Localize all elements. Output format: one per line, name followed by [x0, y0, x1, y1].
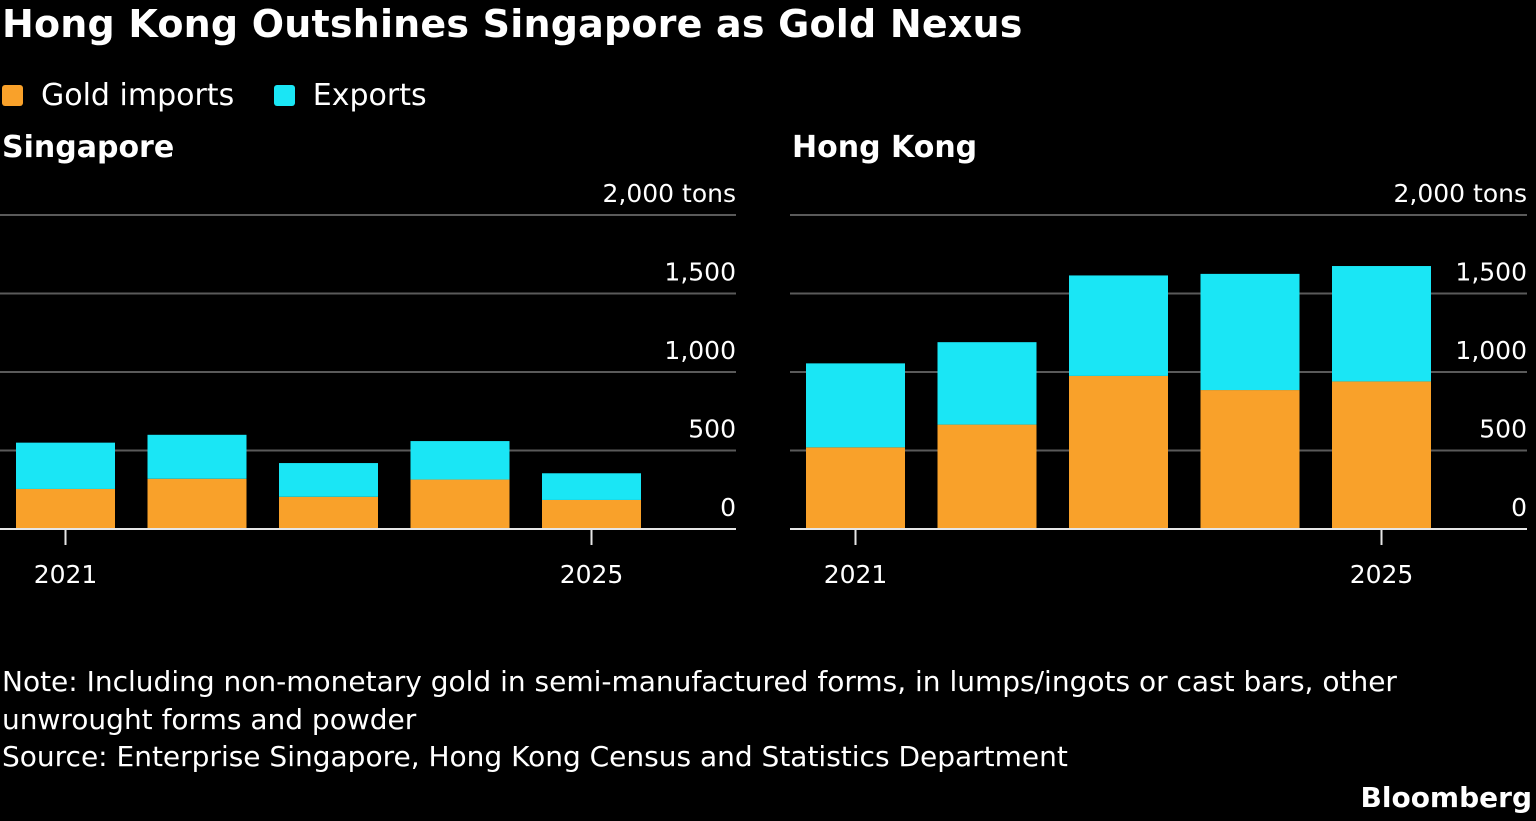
- x-tick-label: 2025: [1350, 560, 1414, 589]
- bar-gold-imports: [147, 478, 247, 529]
- bar-exports: [279, 463, 378, 497]
- bar-exports: [806, 363, 905, 448]
- y-tick-label: 1,500: [664, 258, 736, 287]
- y-tick-label: 0: [720, 493, 736, 522]
- y-tick-label: 1,000: [664, 336, 736, 365]
- legend-item-gold-imports: Gold imports: [2, 78, 234, 113]
- legend-swatch-gold-imports: [2, 85, 23, 106]
- bar-exports: [16, 442, 115, 489]
- chart-source: Source: Enterprise Singapore, Hong Kong …: [2, 740, 1068, 773]
- legend-swatch-exports: [273, 85, 295, 106]
- bloomberg-logo: Bloomberg: [1360, 781, 1532, 814]
- legend-item-exports: Exports: [273, 78, 427, 113]
- x-tick-label: 2021: [34, 560, 98, 589]
- y-tick-label: 1,000: [1455, 336, 1527, 365]
- bar-gold-imports: [16, 488, 115, 529]
- panel-title-hong-kong: Hong Kong: [792, 130, 978, 165]
- y-tick-label: 500: [1479, 415, 1527, 444]
- bar-gold-imports: [410, 479, 510, 529]
- x-tick-label: 2021: [824, 560, 888, 589]
- chart-note: Note: Including non-monetary gold in sem…: [2, 665, 1397, 736]
- bar-gold-imports: [542, 499, 641, 529]
- bar-exports: [410, 441, 510, 480]
- chart-title: Hong Kong Outshines Singapore as Gold Ne…: [2, 2, 1023, 46]
- bar-gold-imports: [1200, 390, 1300, 529]
- panel-title-singapore: Singapore: [2, 130, 175, 165]
- bar-gold-imports: [937, 424, 1037, 529]
- bar-exports: [1332, 266, 1431, 382]
- legend: Gold imports Exports: [2, 78, 457, 113]
- legend-label-gold-imports: Gold imports: [41, 78, 235, 113]
- bar-exports: [1069, 275, 1168, 376]
- bar-exports: [1200, 273, 1300, 391]
- bar-exports: [542, 473, 641, 500]
- bar-gold-imports: [1069, 375, 1168, 529]
- bar-gold-imports: [279, 496, 378, 529]
- y-tick-label: 500: [688, 415, 736, 444]
- bar-gold-imports: [806, 447, 905, 529]
- y-tick-label: 2,000 tons: [1394, 179, 1527, 208]
- y-tick-label: 1,500: [1455, 258, 1527, 287]
- y-tick-label: 2,000 tons: [603, 179, 736, 208]
- x-tick-label: 2025: [560, 560, 624, 589]
- bar-exports: [147, 434, 247, 479]
- bar-gold-imports: [1332, 381, 1431, 529]
- legend-label-exports: Exports: [312, 78, 427, 113]
- y-tick-label: 0: [1511, 493, 1527, 522]
- bar-exports: [937, 342, 1037, 425]
